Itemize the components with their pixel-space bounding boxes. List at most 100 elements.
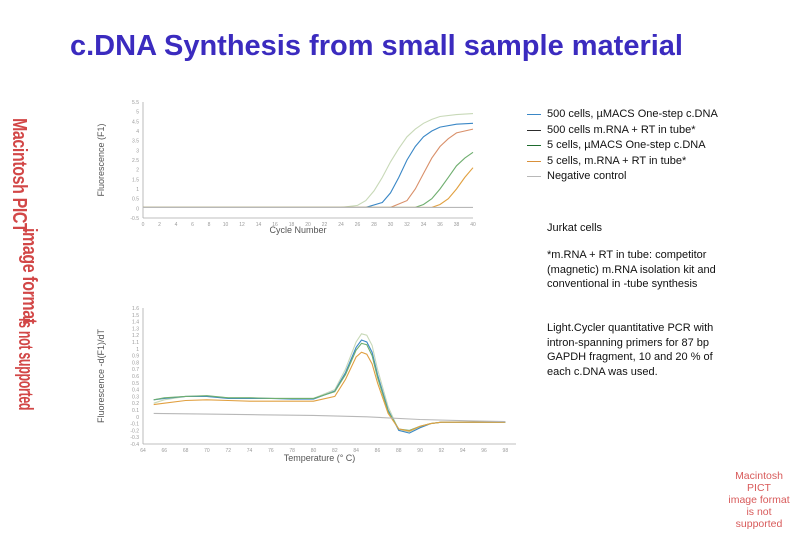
y-tick-label: 0.1 [132, 408, 139, 414]
x-tick-label: 78 [289, 448, 295, 454]
x-tick-label: 40 [470, 222, 476, 228]
y-tick-label: 0.7 [132, 367, 139, 373]
y-tick-label: 5.5 [132, 100, 139, 106]
x-tick-label: 28 [371, 222, 377, 228]
x-tick-label: 12 [239, 222, 245, 228]
y-tick-label: 0 [136, 206, 139, 212]
x-tick-label: 68 [183, 448, 189, 454]
legend-label: 5 cells, m.RNA + RT in tube* [547, 154, 687, 167]
x-tick-label: 6 [191, 222, 194, 228]
y-tick-label: 0.5 [132, 197, 139, 203]
y-tick-label: 4.5 [132, 119, 139, 125]
y-tick-label: 2.5 [132, 158, 139, 164]
x-tick-label: 24 [338, 222, 344, 228]
legend-label: 5 cells, µMACS One-step c.DNA [547, 139, 706, 151]
y-tick-label: 3.5 [132, 139, 139, 145]
series-line [153, 339, 506, 434]
x-tick-label: 84 [353, 448, 359, 454]
y-tick-label: 1.4 [132, 320, 139, 326]
pict-line: is not supported [14, 318, 36, 411]
y-tick-label: 1.3 [132, 326, 139, 332]
x-tick-label: 34 [421, 222, 427, 228]
y-tick-label: 1.5 [132, 313, 139, 319]
x-tick-label: 4 [175, 222, 178, 228]
legend-item: 500 cells m.RNA + RT in tube* [527, 123, 718, 139]
y-tick-label: -0.2 [130, 428, 139, 434]
y-tick-label: -0.4 [130, 442, 139, 448]
x-tick-label: 18 [289, 222, 295, 228]
x-tick-label: 74 [247, 448, 253, 454]
series-line [143, 122, 474, 208]
y-axis-label: Fluorescence (F1) [96, 123, 106, 196]
series-line [153, 351, 506, 432]
legend-label: Negative control [547, 170, 627, 182]
chart-legend: 500 cells, µMACS One-step c.DNA 500 cell… [527, 107, 718, 185]
x-axis-label: Temperature (° C) [284, 453, 356, 463]
y-tick-label: 3 [136, 148, 139, 154]
note-method: Light.Cycler quantitative PCR with intro… [547, 322, 714, 378]
x-axis-label: Cycle Number [269, 225, 326, 235]
legend-swatch [527, 114, 541, 116]
legend-label: 500 cells m.RNA + RT in tube* [547, 123, 696, 136]
series-line [153, 333, 506, 433]
y-tick-label: 0.6 [132, 374, 139, 380]
pict-line: image format [728, 494, 790, 506]
pict-line: is not supported [735, 506, 783, 530]
pict-placeholder-right: Macintosh PICT image format is not suppo… [726, 470, 792, 530]
x-tick-label: 96 [481, 448, 487, 454]
y-tick-label: 1.6 [132, 306, 139, 312]
y-tick-label: 1.2 [132, 333, 139, 339]
note-cells: Jurkat cells [547, 222, 603, 234]
legend-item: 5 cells, m.RNA + RT in tube* [527, 154, 718, 170]
legend-swatch [527, 145, 541, 147]
y-tick-label: 4 [136, 129, 139, 135]
y-tick-label: 0.4 [132, 388, 139, 394]
x-tick-label: 90 [417, 448, 423, 454]
y-tick-label: 0.3 [132, 394, 139, 400]
legend-swatch [527, 129, 541, 131]
y-tick-label: -0.3 [130, 435, 139, 441]
x-tick-label: 86 [375, 448, 381, 454]
y-tick-label: 1 [136, 347, 139, 353]
x-tick-label: 30 [388, 222, 394, 228]
x-tick-label: 0 [142, 222, 145, 228]
legend-item: 5 cells, µMACS One-step c.DNA [527, 138, 718, 154]
note-footnote: *m.RNA + RT in tube: competitor (magneti… [547, 249, 716, 290]
x-tick-label: 72 [225, 448, 231, 454]
x-tick-label: 76 [268, 448, 274, 454]
y-tick-label: 0.8 [132, 360, 139, 366]
legend-item: Negative control [527, 169, 718, 185]
legend-label: 500 cells, µMACS One-step c.DNA [547, 108, 718, 120]
x-tick-label: 94 [460, 448, 466, 454]
x-tick-label: 36 [437, 222, 443, 228]
pict-line: Macintosh PICT [8, 118, 30, 233]
x-tick-label: 38 [454, 222, 460, 228]
pict-line: image format [18, 228, 40, 324]
y-tick-label: 5 [136, 110, 139, 116]
x-tick-label: 32 [404, 222, 410, 228]
x-tick-label: 88 [396, 448, 402, 454]
y-tick-label: 0 [136, 415, 139, 421]
x-tick-label: 22 [322, 222, 328, 228]
slide-title: c.DNA Synthesis from small sample materi… [70, 30, 683, 62]
y-tick-label: 1.5 [132, 177, 139, 183]
series-line [143, 128, 474, 208]
y-tick-label: 0.2 [132, 401, 139, 407]
series-line [143, 113, 474, 208]
x-tick-label: 66 [162, 448, 168, 454]
x-tick-label: 98 [503, 448, 509, 454]
y-tick-label: 1.1 [132, 340, 139, 346]
y-tick-label: 0.5 [132, 381, 139, 387]
legend-swatch [527, 160, 541, 162]
series-line [143, 151, 474, 208]
x-tick-label: 26 [355, 222, 361, 228]
y-axis-label: Fluorescence -d(F1)/dT [96, 328, 106, 423]
series-line [153, 412, 506, 423]
y-tick-label: -0.1 [130, 422, 139, 428]
x-tick-label: 70 [204, 448, 210, 454]
x-tick-label: 20 [305, 222, 311, 228]
x-tick-label: 82 [332, 448, 338, 454]
x-tick-label: 14 [256, 222, 262, 228]
y-tick-label: -0.5 [130, 216, 139, 222]
